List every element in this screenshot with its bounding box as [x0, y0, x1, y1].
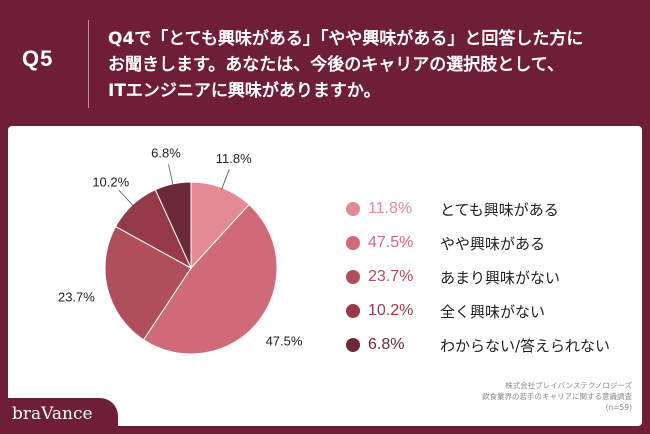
legend-label: 全く興味がない — [440, 302, 546, 321]
legend-label: わからない/答えられない — [440, 336, 611, 355]
source-line: 株式会社ブレイバンステクノロジーズ — [505, 381, 632, 390]
legend-swatch — [346, 270, 360, 284]
legend-label: とても興味がある — [440, 200, 559, 219]
slice-label: 6.8% — [151, 146, 181, 161]
slice-label: 23.7% — [58, 289, 95, 304]
source-line: 飲食業界の若手のキャリアに関する意識調査 — [482, 392, 632, 401]
leader-line — [221, 169, 230, 190]
question-line: Q4で「とても興味がある」「やや興味がある」と回答した方に — [108, 29, 584, 49]
pie-slice — [142, 203, 278, 355]
legend-value: 11.8% — [368, 200, 413, 217]
legend-item: 47.5% やや興味がある — [346, 226, 636, 260]
legend-swatch — [346, 338, 360, 352]
question-line: お聞きします。あなたは、今後のキャリアの選択肢として、 — [108, 55, 564, 75]
legend-item: 10.2% 全く興味がない — [346, 294, 636, 328]
legend: 11.8% とても興味がある 47.5% やや興味がある 23.7% あまり興味… — [346, 192, 636, 362]
pie-chart: 11.8% 47.5% 23.7% 10.2% 6.8% — [58, 146, 303, 355]
slice-label: 10.2% — [92, 174, 129, 189]
slice-label: 11.8% — [216, 151, 252, 166]
legend-value: 6.8% — [368, 336, 405, 353]
leader-line — [168, 164, 174, 186]
header: Q5 Q4で「とても興味がある」「やや興味がある」と回答した方に お聞きします。… — [0, 0, 650, 126]
legend-item: 23.7% あまり興味がない — [346, 260, 636, 294]
question-text: Q4で「とても興味がある」「やや興味がある」と回答した方に お聞きします。あなた… — [108, 26, 638, 104]
question-number: Q5 — [22, 46, 54, 71]
legend-value: 10.2% — [368, 302, 414, 319]
legend-value: 23.7% — [368, 268, 414, 285]
source-note: 株式会社ブレイバンステクノロジーズ 飲食業界の若手のキャリアに関する意識調査 (… — [372, 380, 632, 413]
chart-panel: 11.8% 47.5% 23.7% 10.2% 6.8% 11.8% とても興味がある … — [8, 126, 642, 426]
leader-line — [118, 190, 135, 207]
legend-label: あまり興味がない — [440, 268, 561, 287]
brand-logo: braVance — [0, 398, 118, 434]
legend-swatch — [346, 304, 360, 318]
legend-label: やや興味がある — [440, 234, 546, 253]
legend-item: 11.8% とても興味がある — [346, 192, 636, 226]
legend-value: 47.5% — [368, 234, 414, 251]
question-line: ITエンジニアに興味がありますか。 — [108, 81, 381, 101]
slice-label: 47.5% — [266, 334, 303, 349]
legend-swatch — [346, 202, 360, 216]
pie-slice — [104, 225, 192, 341]
legend-swatch — [346, 236, 360, 250]
header-divider — [88, 20, 89, 108]
legend-item: 6.8% わからない/答えられない — [346, 328, 636, 362]
source-line: (n=59) — [605, 403, 632, 412]
